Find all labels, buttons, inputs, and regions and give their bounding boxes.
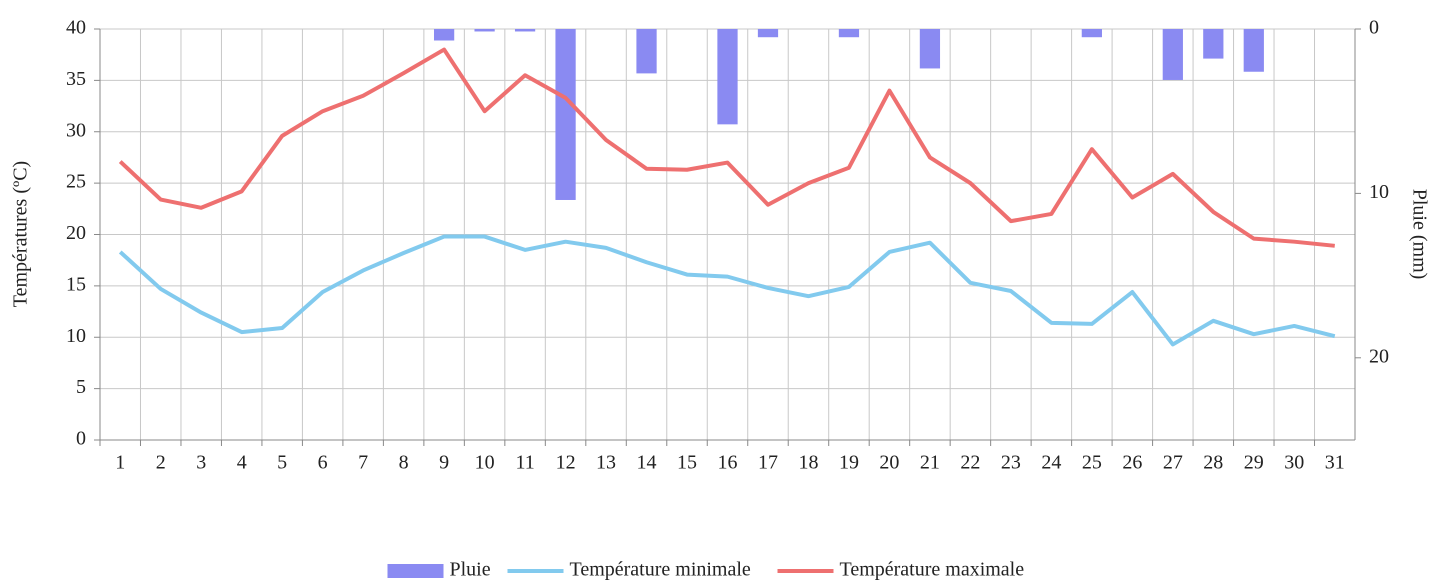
y2-axis-label: Pluie (mm) <box>1408 189 1430 280</box>
x-tick-label: 3 <box>196 452 206 474</box>
y-tick-label: 15 <box>66 273 86 295</box>
bar <box>514 29 536 32</box>
line <box>118 47 1335 248</box>
x-tick-label: 13 <box>596 452 616 474</box>
bar <box>757 29 779 38</box>
legend-swatch <box>387 564 444 578</box>
bar <box>838 29 860 38</box>
y-tick-label: 0 <box>76 428 86 450</box>
x-tick-label: 18 <box>798 452 818 474</box>
x-tick-label: 20 <box>879 452 899 474</box>
x-tick-label: 15 <box>677 452 697 474</box>
x-tick-label: 5 <box>277 452 287 474</box>
legend-label: Température maximale <box>840 559 1025 580</box>
bar <box>433 29 455 41</box>
y-tick-label: 25 <box>66 171 86 193</box>
y2-tick-label: 0 <box>1369 17 1379 39</box>
bar <box>636 29 657 74</box>
y2-tick-label: 10 <box>1369 181 1389 203</box>
x-tick-label: 7 <box>358 452 368 474</box>
x-tick-label: 25 <box>1082 452 1102 474</box>
bar <box>1081 29 1102 38</box>
y-axis-label: Températures (ºC) <box>10 161 32 307</box>
x-tick-label: 26 <box>1122 452 1142 474</box>
x-tick-label: 1 <box>115 452 125 474</box>
bar <box>555 29 576 200</box>
legend-label: Température minimale <box>570 559 751 580</box>
line <box>118 234 1336 347</box>
x-tick-label: 23 <box>1001 452 1021 474</box>
y2-tick-label: 20 <box>1369 345 1389 367</box>
x-tick-label: 2 <box>156 452 166 474</box>
bar <box>474 29 495 32</box>
bar <box>717 29 738 125</box>
x-tick-label: 24 <box>1041 452 1061 474</box>
y-tick-label: 40 <box>66 17 86 39</box>
x-tick-label: 11 <box>515 452 534 474</box>
x-tick-label: 12 <box>556 452 576 474</box>
x-tick-label: 19 <box>839 452 859 474</box>
x-tick-label: 16 <box>718 452 738 474</box>
legend-label: Pluie <box>450 559 491 580</box>
y-tick-label: 30 <box>66 119 86 141</box>
x-tick-label: 8 <box>399 452 409 474</box>
bar <box>1162 29 1183 80</box>
x-tick-label: 29 <box>1244 452 1264 474</box>
x-tick-label: 6 <box>318 452 328 474</box>
y-tick-label: 20 <box>66 222 86 244</box>
y-tick-label: 10 <box>66 325 86 347</box>
x-tick-label: 27 <box>1163 452 1183 474</box>
x-tick-label: 30 <box>1284 452 1304 474</box>
x-tick-label: 10 <box>475 452 495 474</box>
x-tick-label: 9 <box>439 452 449 474</box>
x-tick-label: 14 <box>637 452 657 474</box>
x-tick-label: 21 <box>920 452 940 474</box>
x-tick-label: 31 <box>1325 452 1345 474</box>
bar <box>1203 29 1224 59</box>
x-tick-label: 28 <box>1203 452 1223 474</box>
x-tick-label: 22 <box>960 452 980 474</box>
y-tick-label: 35 <box>66 68 86 90</box>
bar <box>1243 29 1264 72</box>
x-tick-label: 17 <box>758 452 778 474</box>
bar <box>919 29 941 69</box>
y-tick-label: 5 <box>76 376 86 398</box>
x-tick-label: 4 <box>237 452 247 474</box>
